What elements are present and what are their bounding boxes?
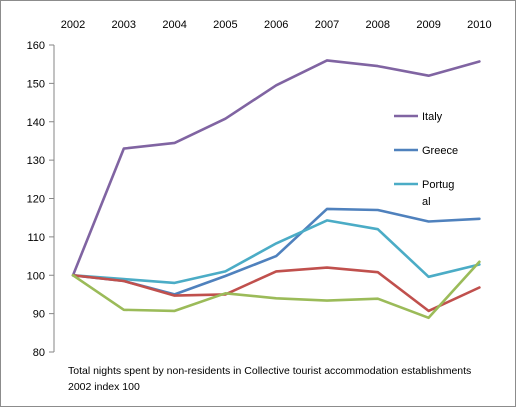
- series-line-unlabeled-3: [71, 266, 481, 313]
- x-tick-labels: 2002 2003 2004 2005 2006 2007 2008 2009 2010: [61, 19, 492, 31]
- series-line-portug-al: [71, 219, 481, 285]
- series-lines: [71, 59, 481, 320]
- legend-label: Portug al: [422, 179, 454, 208]
- y-tick-label: 90: [33, 309, 45, 321]
- y-tick-label: 150: [27, 78, 45, 90]
- x-tick-label: 2004: [162, 19, 186, 31]
- y-tick-label: 100: [27, 270, 45, 282]
- legend-label-line: Greece: [422, 145, 458, 157]
- y-tick-label: 140: [27, 117, 45, 129]
- y-tick-label: 160: [27, 40, 45, 52]
- x-tick-label: 2002: [61, 19, 85, 31]
- line-chart: 2002 2003 2004 2005 2006 2007 2008 2009 2010 80 9…: [27, 19, 492, 359]
- y-tick-label: 130: [27, 155, 45, 167]
- x-tick-label: 2009: [416, 19, 440, 31]
- y-tick-labels: 80 90 100 110 120 130 140 150 160: [27, 40, 54, 359]
- caption-line-1: Total nights spent by non-residents in C…: [68, 365, 472, 377]
- y-tick-label: 120: [27, 194, 45, 206]
- legend-label-line: al: [422, 196, 431, 208]
- x-tick-label: 2007: [315, 19, 339, 31]
- x-tick-label: 2005: [213, 19, 237, 31]
- x-tick-label: 2010: [467, 19, 491, 31]
- legend-label-line: Portug: [422, 179, 454, 191]
- legend-label: Italy: [422, 111, 443, 123]
- series-line-greece: [71, 207, 481, 296]
- chart-caption: Total nights spent by non-residents in C…: [68, 363, 508, 395]
- legend: Italy Greece Portug al: [394, 111, 458, 208]
- series-line-italy: [71, 59, 481, 277]
- y-tick-label: 80: [33, 347, 45, 359]
- x-tick-label: 2008: [366, 19, 390, 31]
- caption-line-2: 2002 index 100: [68, 381, 140, 393]
- legend-label: Greece: [422, 145, 458, 157]
- x-tick-label: 2006: [264, 19, 288, 31]
- y-tick-label: 110: [27, 232, 45, 244]
- x-tick-label: 2003: [112, 19, 136, 31]
- series-line-unlabeled-4: [71, 260, 481, 320]
- legend-label-line: Italy: [422, 111, 443, 123]
